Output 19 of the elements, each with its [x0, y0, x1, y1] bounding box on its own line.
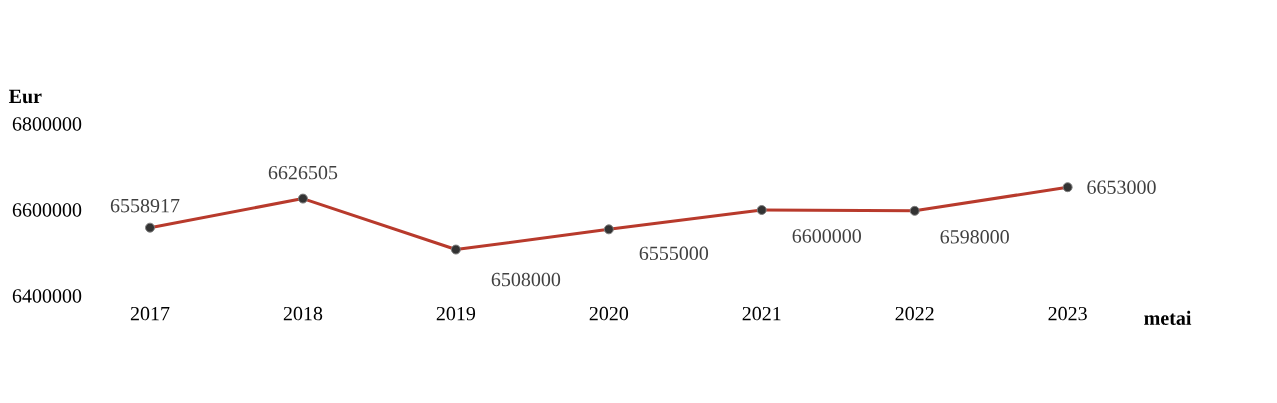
x-tick-label: 2017: [130, 306, 170, 321]
data-label: 6558917: [110, 198, 180, 213]
data-label: 6626505: [268, 165, 338, 180]
y-tick-label: 6600000: [12, 203, 82, 217]
x-axis-title: metai: [1144, 310, 1192, 325]
data-label: 6508000: [491, 272, 561, 287]
x-tick-label: 2022: [895, 306, 934, 321]
y-tick-label: 6800000: [12, 117, 82, 131]
x-tick-label: 2018: [283, 306, 323, 321]
data-label: 6600000: [792, 229, 861, 243]
x-tick-label: 2020: [589, 306, 629, 321]
x-tick-label: 2023: [1048, 306, 1087, 321]
y-tick-label: 6400000: [12, 289, 82, 303]
x-tick-label: 2021: [742, 306, 781, 321]
y-axis-title: Eur: [8, 89, 42, 104]
data-label: 6653000: [1087, 180, 1156, 194]
x-tick-label: 2019: [436, 306, 476, 321]
data-label: 6598000: [940, 230, 1009, 244]
data-label: 6555000: [639, 246, 709, 261]
